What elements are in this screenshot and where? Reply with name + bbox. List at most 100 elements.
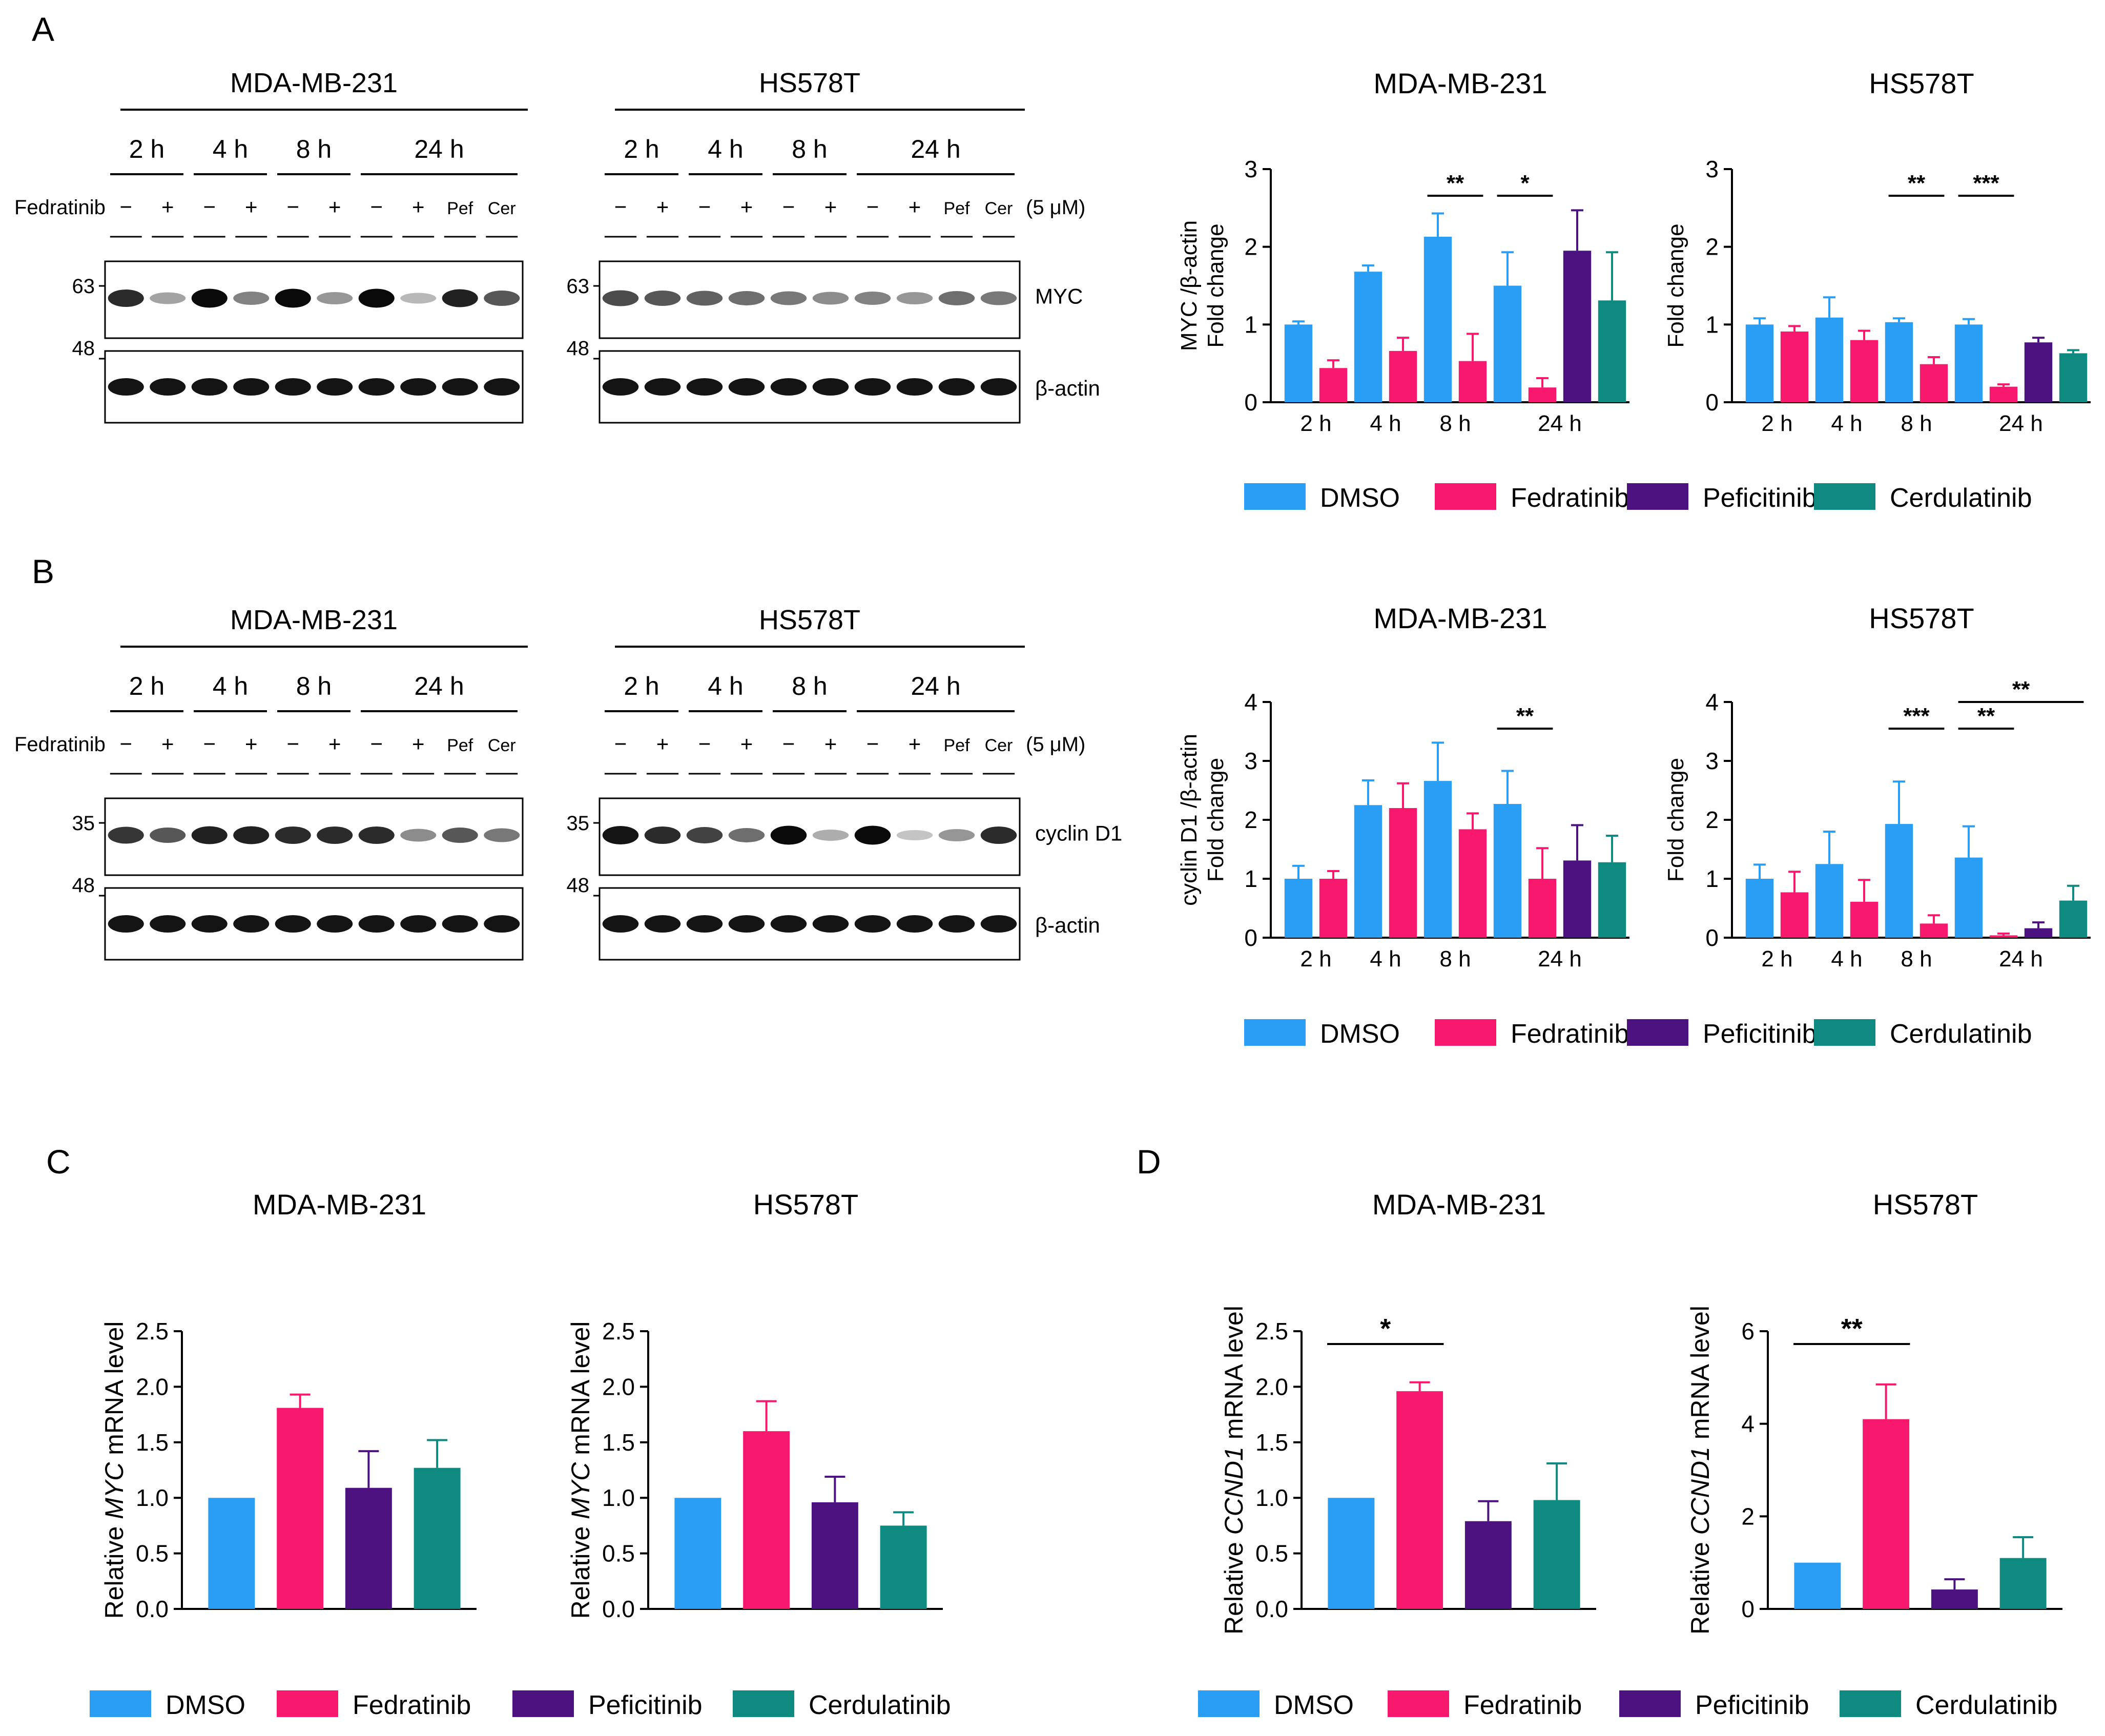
lane-mark-right: + bbox=[656, 732, 669, 756]
actin-band-left bbox=[150, 378, 186, 396]
actin-band-right bbox=[686, 378, 723, 396]
legend-label-cerdulatinib: Cerdulatinib bbox=[1890, 483, 2032, 513]
protein-band-left bbox=[275, 288, 311, 308]
legend-label-dmso: DMSO bbox=[166, 1690, 245, 1720]
y-axis-label-gene: MYC bbox=[566, 1462, 595, 1519]
lane-mark-right: + bbox=[909, 732, 921, 756]
bar-fedratinib bbox=[743, 1431, 790, 1609]
cell-line-title-right: HS578T bbox=[759, 605, 860, 635]
actin-band-left bbox=[484, 915, 520, 933]
bar-dmso bbox=[1328, 1498, 1375, 1609]
x-tick-label: 24 h bbox=[1538, 946, 1582, 972]
y-tick-label: 4 bbox=[1705, 689, 1719, 715]
y-axis-label-part: Relative bbox=[566, 1519, 595, 1619]
treatment-label: Fedratinib bbox=[14, 196, 106, 219]
significance-label: ** bbox=[1841, 1313, 1863, 1344]
protein-band-left bbox=[484, 291, 520, 306]
actin-band-right bbox=[896, 915, 933, 933]
y-axis-label: Relative MYC mRNA level bbox=[100, 1321, 129, 1619]
y-tick-label: 0.0 bbox=[136, 1596, 169, 1622]
actin-band-right bbox=[770, 915, 807, 933]
western-blot-panel-a: MDA-MB-231 2 h 4 h 8 h 24 h − + − + − + − + Pef Cer 63 4… bbox=[14, 68, 1100, 424]
bar-fedratinib bbox=[1528, 387, 1557, 402]
y-axis-label: Fold change bbox=[1663, 223, 1688, 347]
y-tick-label: 3 bbox=[1705, 748, 1719, 774]
lane-mark-right: − bbox=[614, 732, 627, 756]
significance-label: ** bbox=[1908, 171, 1926, 196]
actin-band-left bbox=[358, 378, 395, 396]
time-label-right: 4 h bbox=[708, 135, 744, 163]
legend-label-fedratinib: Fedratinib bbox=[353, 1690, 471, 1720]
y-axis-label-part: mRNA level bbox=[1686, 1306, 1715, 1446]
protein-band-right bbox=[896, 830, 933, 840]
protein-band-right bbox=[686, 827, 723, 843]
protein-band-left bbox=[275, 826, 311, 844]
lane-mark-left: Pef bbox=[447, 199, 473, 218]
time-label-left: 4 h bbox=[213, 135, 249, 163]
bar-fedratinib bbox=[277, 1408, 324, 1609]
actin-band-left bbox=[317, 915, 353, 933]
protein-band-right bbox=[812, 830, 849, 841]
x-tick-label: 4 h bbox=[1370, 946, 1401, 972]
bar-fedratinib bbox=[1458, 361, 1487, 402]
protein-band-right bbox=[644, 291, 681, 306]
legend-panel-b: DMSO Fedratinib Peficitinib Cerdulatinib bbox=[1244, 1019, 2032, 1049]
bar-chart-cyclind1-mda: MDA-MB-231 0 1 2 3 4 cyclin D1 /β-actin Fold ch… bbox=[1177, 602, 1629, 972]
protein-band-left bbox=[317, 292, 353, 304]
actin-band-right bbox=[812, 378, 849, 396]
lane-mark-right: − bbox=[698, 732, 711, 756]
legend-panel-c: DMSO Fedratinib Peficitinib Cerdulatinib bbox=[90, 1690, 951, 1720]
lane-mark-left: − bbox=[370, 195, 383, 219]
significance-label: *** bbox=[1973, 171, 1999, 196]
protein-band-right bbox=[728, 828, 765, 842]
actin-band-left bbox=[275, 915, 311, 933]
lane-mark-right: Cer bbox=[985, 199, 1013, 218]
cell-line-title-right: HS578T bbox=[759, 68, 860, 98]
actin-band-right bbox=[602, 378, 639, 396]
bar-fedratinib bbox=[1389, 808, 1417, 938]
protein-band-left bbox=[400, 293, 437, 304]
bar-fedratinib bbox=[1389, 350, 1417, 402]
y-tick-label: 1 bbox=[1705, 865, 1719, 892]
time-label-left: 24 h bbox=[414, 135, 464, 163]
actin-band-right bbox=[644, 378, 681, 396]
y-tick-label: 3 bbox=[1244, 156, 1257, 182]
actin-band-left bbox=[191, 378, 228, 396]
western-blot-panel-b: MDA-MB-231 2 h 4 h 8 h 24 h − + − + − + − + Pef Cer 35 4… bbox=[14, 605, 1122, 961]
bar-fedratinib bbox=[1780, 331, 1809, 402]
protein-band-left bbox=[358, 826, 395, 844]
legend-label-dmso: DMSO bbox=[1320, 1019, 1400, 1049]
actin-band-left bbox=[400, 378, 437, 396]
lane-mark-left: Cer bbox=[488, 199, 516, 218]
bar-chart-ccnd1-mrna-mda: MDA-MB-231 0.0 0.5 1.0 1.5 2.0 2.5 Relative CCN… bbox=[1220, 1188, 1596, 1635]
y-axis-label-part: mRNA level bbox=[1220, 1306, 1248, 1446]
bar-dmso bbox=[1493, 803, 1522, 938]
actin-band-left bbox=[358, 915, 395, 933]
significance-label: *** bbox=[1903, 704, 1930, 729]
bar-dmso bbox=[1745, 879, 1774, 938]
mw-marker-top-right: 35 bbox=[567, 812, 590, 835]
x-tick-label: 2 h bbox=[1300, 946, 1331, 972]
legend-swatch-fedratinib bbox=[1388, 1690, 1449, 1717]
bar-dmso bbox=[1354, 805, 1382, 938]
bar-peficitinib bbox=[1464, 1521, 1512, 1609]
bar-peficitinib bbox=[2024, 928, 2053, 938]
legend-swatch-fedratinib bbox=[1435, 483, 1496, 510]
time-label-left: 4 h bbox=[213, 672, 249, 700]
y-tick-label: 0 bbox=[1244, 389, 1257, 416]
bar-dmso bbox=[1745, 324, 1774, 402]
lane-mark-right: − bbox=[782, 195, 795, 219]
actin-band-right bbox=[770, 378, 807, 396]
bar-dmso bbox=[208, 1498, 255, 1609]
y-axis-label-gene: CCND1 bbox=[1220, 1446, 1248, 1535]
protein-band-right bbox=[980, 291, 1017, 305]
protein-band-right bbox=[812, 292, 849, 305]
lane-mark-left: − bbox=[203, 732, 216, 756]
x-tick-label: 4 h bbox=[1831, 411, 1862, 436]
y-axis-label: MYC /β-actin bbox=[1177, 220, 1202, 351]
protein-band-left bbox=[233, 826, 270, 844]
bar-chart-myc-mda: MDA-MB-231 0 1 2 3 MYC /β-actin Fold change 2 h… bbox=[1177, 67, 1629, 436]
y-axis-label: Relative CCND1 mRNA level bbox=[1686, 1306, 1715, 1635]
